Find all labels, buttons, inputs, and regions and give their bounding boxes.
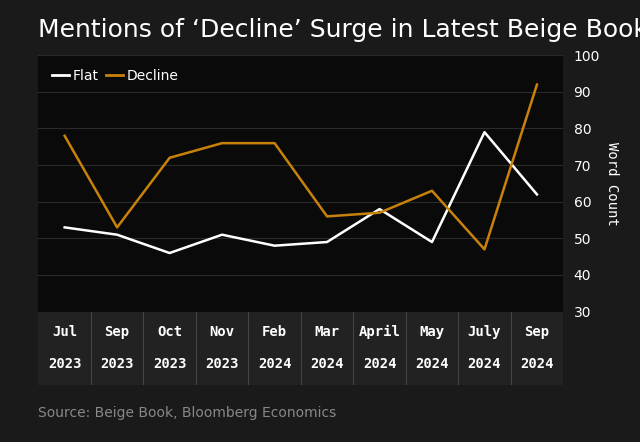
Text: 2024: 2024 — [310, 357, 344, 371]
Text: 2023: 2023 — [48, 357, 81, 371]
Flat — [166, 250, 173, 255]
Flat — [533, 192, 541, 197]
Text: April: April — [358, 325, 401, 339]
Flat — [271, 243, 278, 248]
Text: Source: Beige Book, Bloomberg Economics: Source: Beige Book, Bloomberg Economics — [38, 406, 337, 420]
Line: Flat: Flat — [65, 132, 537, 253]
Flat — [61, 225, 68, 230]
Text: Sep: Sep — [104, 325, 130, 339]
Y-axis label: Word Count: Word Count — [605, 141, 620, 225]
Decline — [481, 247, 488, 252]
Flat — [218, 232, 226, 237]
Text: 2024: 2024 — [468, 357, 501, 371]
Text: 2024: 2024 — [258, 357, 291, 371]
Text: Jul: Jul — [52, 325, 77, 339]
Text: 2023: 2023 — [205, 357, 239, 371]
Line: Decline: Decline — [65, 84, 537, 249]
Decline — [533, 82, 541, 87]
Flat — [481, 130, 488, 135]
Flat — [376, 206, 383, 212]
Text: Sep: Sep — [524, 325, 550, 339]
Text: 2023: 2023 — [153, 357, 186, 371]
Decline — [323, 214, 331, 219]
Text: May: May — [419, 325, 445, 339]
Decline — [428, 188, 436, 194]
Text: Mar: Mar — [314, 325, 340, 339]
Text: 2024: 2024 — [415, 357, 449, 371]
Text: Feb: Feb — [262, 325, 287, 339]
Decline — [218, 141, 226, 146]
Text: 2024: 2024 — [363, 357, 396, 371]
Text: 2023: 2023 — [100, 357, 134, 371]
Decline — [61, 133, 68, 138]
Text: July: July — [468, 325, 501, 339]
Decline — [113, 225, 121, 230]
Flat — [323, 240, 331, 245]
Text: 2024: 2024 — [520, 357, 554, 371]
Text: Oct: Oct — [157, 325, 182, 339]
Decline — [271, 141, 278, 146]
Text: Nov: Nov — [209, 325, 235, 339]
Flat — [428, 240, 436, 245]
Text: Mentions of ‘Decline’ Surge in Latest Beige Book: Mentions of ‘Decline’ Surge in Latest Be… — [38, 18, 640, 42]
Legend: Flat, Decline: Flat, Decline — [45, 62, 186, 90]
Decline — [166, 155, 173, 160]
Decline — [376, 210, 383, 215]
Flat — [113, 232, 121, 237]
